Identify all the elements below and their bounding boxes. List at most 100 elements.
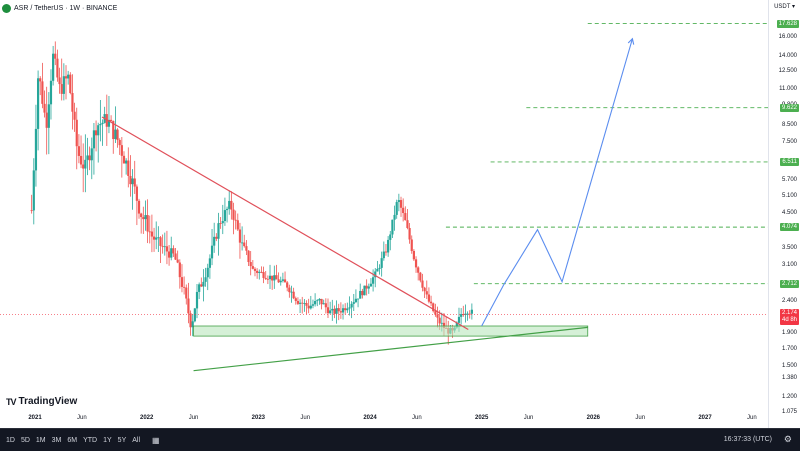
candle-body — [264, 277, 267, 279]
utc-clock[interactable]: 16:37:33 (UTC) — [723, 436, 772, 443]
time-tick-label: 2021 — [28, 415, 42, 421]
candle-body — [159, 237, 162, 246]
candle-body — [305, 303, 308, 306]
price-tick-label: 4.500 — [781, 210, 797, 217]
candle-body — [215, 236, 218, 239]
price-tick-label: 1.500 — [781, 362, 797, 369]
candle-body — [191, 321, 194, 328]
last-price-value: 2.174 — [781, 310, 797, 317]
candle-body — [116, 129, 119, 141]
candle-body — [350, 303, 353, 308]
price-tick-label: 2.400 — [781, 297, 797, 304]
candle-body — [341, 308, 345, 313]
candle-body — [118, 140, 121, 146]
settings-gear-icon[interactable]: ⚙ — [783, 434, 792, 444]
candle-body — [45, 112, 48, 128]
candle-body — [434, 311, 437, 315]
price-axis[interactable]: USDT ▾ 1.075 1.200 1.380 1.500 1.700 1.900 2.1… — [768, 0, 800, 428]
candle-body — [92, 130, 96, 149]
timeframe-1d[interactable]: 1D — [6, 436, 15, 444]
candle-body — [52, 53, 55, 81]
candle-body — [170, 248, 173, 258]
candle-body — [367, 286, 370, 289]
candle-body — [32, 170, 35, 211]
timeframe-5y[interactable]: 5Y — [117, 436, 127, 444]
candle-body — [75, 119, 78, 147]
candle-body — [417, 267, 420, 273]
target-level-badge: 2.712 — [779, 279, 799, 288]
time-tick-label: Jun — [77, 415, 87, 421]
candle-body — [198, 284, 201, 292]
candle-body — [172, 248, 175, 254]
support-zone — [193, 325, 589, 337]
candle-body — [410, 239, 413, 251]
time-axis[interactable]: 2021 Jun 2022 Jun 2023 Jun 2024 Jun 2025 Jun 2026 J… — [0, 412, 768, 428]
candle-body — [82, 164, 85, 169]
candle-body — [275, 275, 278, 280]
candle-body — [457, 316, 461, 323]
time-tick-label: Jun — [412, 415, 422, 421]
timeframe-3m[interactable]: 3M — [51, 436, 62, 444]
candle-body — [200, 284, 203, 287]
candle-body — [361, 290, 364, 296]
bottom-toolbar: 1D 5D 1M 3M 6M YTD 1Y 5Y All ▦ 16:37:33 … — [0, 428, 800, 451]
candle-body — [140, 213, 143, 218]
candle-body — [247, 250, 250, 263]
candle-body — [131, 178, 134, 185]
candle-body — [288, 287, 291, 293]
price-chart[interactable] — [0, 0, 768, 428]
candle-body — [320, 298, 323, 305]
candle-body — [460, 314, 463, 317]
ascending-trendline — [193, 326, 588, 372]
candle-body — [202, 281, 205, 287]
currency-selector[interactable]: USDT ▾ — [774, 4, 795, 10]
candle-body — [468, 313, 471, 315]
price-tick-label: 3.100 — [781, 262, 797, 269]
candle-body — [125, 160, 128, 164]
candle-body — [39, 78, 42, 82]
candle-body — [107, 119, 111, 127]
candle-body — [331, 308, 334, 311]
timeframe-all[interactable]: All — [132, 436, 141, 444]
timeframe-5d[interactable]: 5D — [20, 436, 30, 444]
candle-body — [112, 121, 115, 140]
candle-body — [382, 251, 385, 259]
candle-body — [356, 298, 360, 300]
candle-body — [251, 266, 254, 269]
candle-body — [380, 258, 383, 268]
candle-body — [470, 309, 473, 314]
candle-body — [234, 219, 237, 221]
candle-body — [455, 322, 458, 328]
timeframe-ytd[interactable]: YTD — [83, 436, 98, 444]
candle-body — [425, 291, 428, 295]
candle-body — [161, 245, 164, 247]
candle-body — [429, 301, 433, 304]
candle-body — [414, 259, 418, 268]
tradingview-logo[interactable]: TV TradingView — [6, 396, 77, 407]
symbol-logo-icon — [2, 3, 11, 13]
target-level-badge: 9.622 — [779, 103, 799, 112]
time-tick-label: 2023 — [251, 415, 266, 421]
time-tick-label: Jun — [300, 415, 311, 421]
price-tick-label: 1.900 — [781, 330, 797, 337]
candle-body — [236, 220, 239, 230]
projection-path — [481, 38, 633, 327]
candle-body — [273, 275, 276, 281]
symbol-bar[interactable]: ASR / TetherUS · 1W · BINANCE — [2, 2, 117, 14]
candle-body — [41, 81, 44, 104]
timeframe-6m[interactable]: 6M — [67, 436, 78, 444]
calendar-icon[interactable]: ▦ — [152, 435, 160, 445]
time-tick-label: 2026 — [586, 415, 601, 421]
chart-area[interactable] — [0, 0, 768, 428]
candle-body — [73, 111, 76, 120]
time-tick-label: 2027 — [698, 415, 712, 421]
candle-body — [232, 209, 235, 220]
timeframe-1y[interactable]: 1Y — [103, 436, 112, 444]
candle-body — [316, 300, 319, 302]
candle-body — [408, 227, 411, 240]
price-tick-label: 16.000 — [778, 34, 797, 40]
candle-body — [286, 282, 289, 288]
candle-body — [165, 246, 169, 252]
candle-body — [281, 279, 284, 281]
timeframe-1m[interactable]: 1M — [35, 436, 46, 444]
